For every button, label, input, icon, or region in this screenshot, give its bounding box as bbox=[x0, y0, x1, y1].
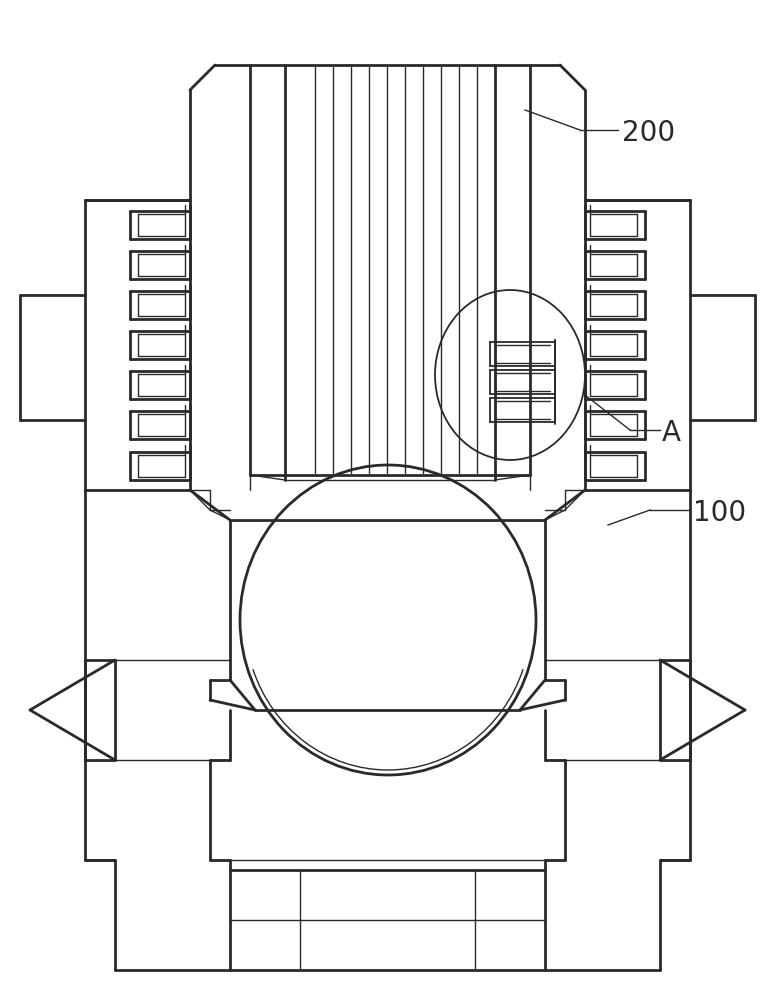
Text: A: A bbox=[662, 419, 681, 447]
Text: 100: 100 bbox=[693, 499, 746, 527]
Text: 200: 200 bbox=[622, 119, 675, 147]
